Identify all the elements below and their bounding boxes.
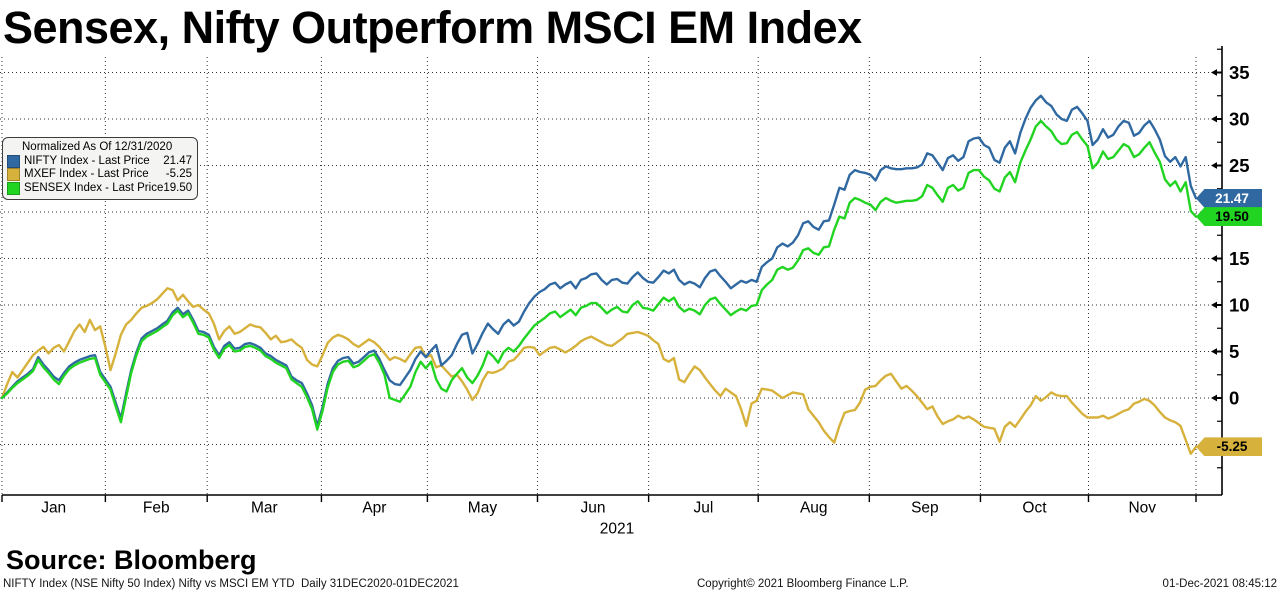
x-axis-month-label: Sep xyxy=(911,500,939,517)
last-price-flag-NIFTY[interactable]: 21.47 xyxy=(1196,188,1262,208)
series-line-MXEF xyxy=(0,287,1198,455)
last-price-flag-MXEF[interactable]: -5.25 xyxy=(1196,437,1262,457)
x-axis-month-label: Oct xyxy=(1022,500,1047,517)
legend-swatch-MXEF xyxy=(7,168,20,182)
legend-last-price: -5.25 xyxy=(165,168,192,180)
source-label: Source: Bloomberg xyxy=(6,545,257,575)
legend-normalized-note: Normalized As Of 12/31/2020 xyxy=(22,141,173,153)
legend-item-SENSEX[interactable]: SENSEX Index - Last Price 19.50 xyxy=(7,182,192,196)
x-axis-month-label: Feb xyxy=(143,500,170,517)
x-axis-month-label: May xyxy=(468,500,498,517)
chart-title: Sensex, Nifty Outperform MSCI EM Index xyxy=(3,2,862,53)
x-axis-month-label: Nov xyxy=(1128,500,1156,517)
y-axis-tick-label: 15 xyxy=(1229,248,1250,269)
legend-rows: NIFTY Index - Last Price 21.47 MXEF Index … xyxy=(7,155,192,196)
x-axis-year-label: 2021 xyxy=(600,521,634,538)
y-axis-tick-label: 25 xyxy=(1229,155,1250,176)
legend-swatch-NIFTY xyxy=(7,154,20,168)
y-axis-tick-arrow xyxy=(1211,69,1217,76)
x-axis-month-label: Apr xyxy=(362,500,386,517)
legend-last-price: 19.50 xyxy=(163,181,193,194)
footer-datetime: 01-Dec-2021 08:45:12 xyxy=(1162,578,1277,590)
series-line-SENSEX xyxy=(0,119,1198,431)
legend-label: NIFTY Index - Last Price xyxy=(24,154,150,167)
legend-item-MXEF[interactable]: MXEF Index - Last Price -5.25 xyxy=(7,168,192,182)
y-axis-tick-label: 0 xyxy=(1229,388,1239,409)
y-axis-tick-arrow xyxy=(1211,255,1217,262)
legend-swatch-SENSEX xyxy=(7,181,20,195)
y-axis-tick-label: 35 xyxy=(1229,62,1250,83)
x-axis-month-label: Mar xyxy=(251,500,278,517)
y-axis-tick-label: 10 xyxy=(1229,295,1250,316)
legend-box: Normalized As Of 12/31/2020 NIFTY Index … xyxy=(2,137,198,200)
y-axis-tick-label: 30 xyxy=(1229,109,1250,130)
y-axis-tick-arrow xyxy=(1211,394,1217,402)
last-price-flag-SENSEX[interactable]: 19.50 xyxy=(1196,207,1262,227)
footer-description: NIFTY Index (NSE Nifty 50 Index) Nifty v… xyxy=(3,578,459,590)
x-axis-month-label: Aug xyxy=(800,500,828,517)
series-line-NIFTY xyxy=(0,94,1198,428)
y-axis-tick-arrow xyxy=(1211,348,1217,355)
y-axis-tick-label: 5 xyxy=(1229,341,1239,362)
y-axis-tick-arrow xyxy=(1211,115,1217,123)
x-axis-month-label: Jul xyxy=(693,500,713,517)
y-axis-tick-arrow xyxy=(1211,162,1217,169)
legend-label: SENSEX Index - Last Price xyxy=(24,181,164,194)
legend-item-NIFTY[interactable]: NIFTY Index - Last Price 21.47 xyxy=(7,155,192,169)
legend-last-price: 21.47 xyxy=(163,154,192,167)
x-axis-month-label: Jun xyxy=(581,500,606,517)
footer-copyright: Copyright© 2021 Bloomberg Finance L.P. xyxy=(697,578,909,590)
legend-label: MXEF Index - Last Price xyxy=(24,168,149,180)
y-axis-tick-arrow xyxy=(1211,301,1217,309)
x-axis-month-label: Jan xyxy=(41,500,66,517)
